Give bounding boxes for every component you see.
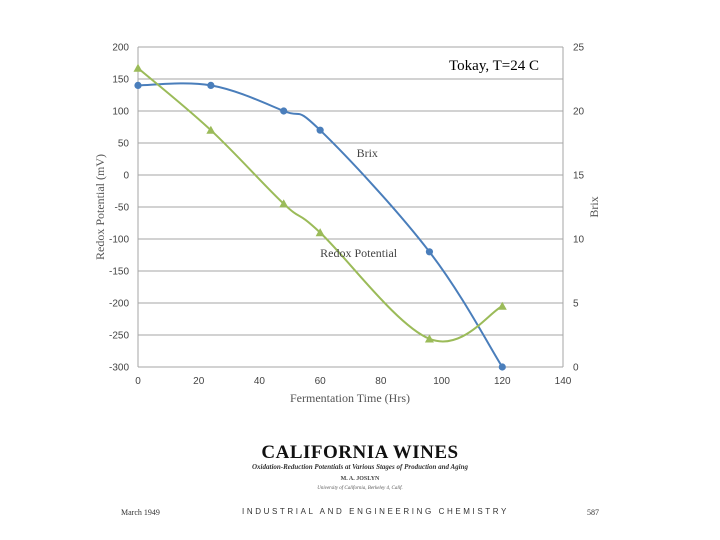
chart-title: Tokay, T=24 C (449, 58, 539, 74)
data-point (280, 107, 288, 115)
x-tick-label: 20 (193, 376, 205, 387)
series-layer (133, 63, 507, 371)
x-tick-label: 100 (433, 376, 450, 387)
series-label: Brix (357, 146, 378, 160)
series-label: Redox Potential (320, 246, 398, 260)
left-tick-label: 150 (112, 75, 129, 86)
y-axis-title: Redox Potential (mV) (93, 154, 107, 260)
right-tick-label: 5 (573, 299, 579, 310)
right-axis-ticks: 25 20 15 10 5 0 (573, 43, 585, 374)
y2-axis-title: Brix (587, 196, 601, 217)
grid-lines (137, 46, 564, 368)
data-point (498, 363, 506, 371)
paper-subtitle: Oxidation-Reduction Potentials at Variou… (252, 463, 468, 471)
series-line-brix (137, 82, 504, 368)
journal-name: INDUSTRIAL AND ENGINEERING CHEMISTRY (242, 507, 509, 516)
left-tick-label: -200 (109, 299, 129, 310)
series-line-redox-potential (137, 67, 503, 343)
left-tick-label: -100 (109, 235, 129, 246)
x-axis-ticks: 0 20 40 60 80 100 120 140 (135, 376, 572, 387)
left-axis-ticks: 200 150 100 50 0 -50 -100 -150 -200 -250 -300 (109, 43, 129, 374)
data-point (206, 125, 216, 134)
x-tick-label: 120 (494, 376, 511, 387)
left-tick-label: 200 (112, 43, 129, 54)
x-tick-label: 140 (555, 376, 572, 387)
left-tick-label: 100 (112, 107, 129, 118)
right-tick-label: 0 (573, 363, 579, 374)
left-tick-label: -300 (109, 363, 129, 374)
left-tick-label: -250 (109, 331, 129, 342)
data-point (207, 81, 215, 89)
left-tick-label: -50 (115, 203, 130, 214)
paper-date: March 1949 (121, 508, 160, 517)
right-tick-label: 25 (573, 43, 585, 54)
x-tick-label: 40 (254, 376, 266, 387)
left-tick-label: -150 (109, 267, 129, 278)
data-point (133, 63, 143, 72)
page-number: 587 (587, 508, 599, 517)
left-tick-label: 0 (123, 171, 129, 182)
data-point (134, 81, 142, 89)
data-point (425, 248, 434, 256)
data-point (424, 334, 434, 343)
x-tick-label: 60 (315, 376, 327, 387)
data-point (279, 199, 289, 208)
x-axis-title: Fermentation Time (Hrs) (290, 391, 410, 405)
left-tick-label: 50 (118, 139, 130, 150)
paper-title: CALIFORNIA WINES (261, 442, 459, 463)
series-labels: Brix Redox Potential (320, 146, 398, 260)
paper-author: M. A. JOSLYN (340, 476, 380, 482)
data-point (315, 228, 325, 237)
data-point (497, 301, 507, 310)
right-tick-label: 10 (573, 235, 585, 246)
paper-affiliation: University of California, Berkeley 4, Ca… (317, 486, 403, 491)
x-tick-label: 80 (375, 376, 387, 387)
right-tick-label: 15 (573, 171, 585, 182)
right-tick-label: 20 (573, 107, 585, 118)
x-tick-label: 0 (135, 376, 141, 387)
data-point (316, 126, 324, 134)
